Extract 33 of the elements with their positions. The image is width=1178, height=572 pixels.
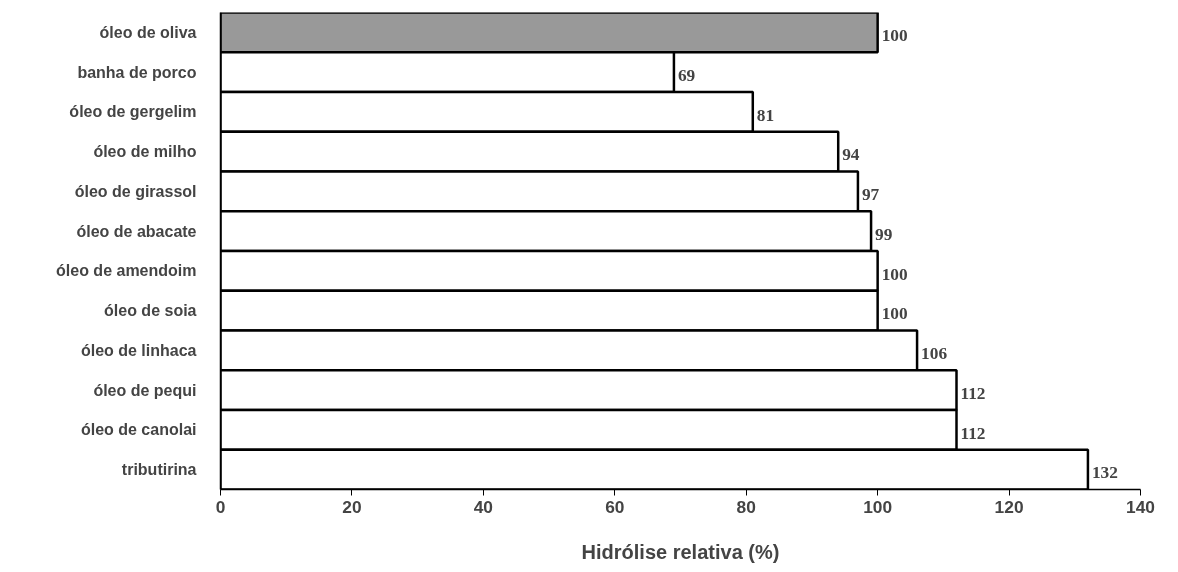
data-label: 69 [677,65,696,85]
data-label: 100 [881,26,908,46]
y-tick-label: óleo de pequi [93,381,197,399]
y-tick-label: óleo de amendoim [56,262,197,280]
x-tick-label: 80 [736,496,756,517]
x-tick-label: 140 [1126,496,1155,517]
x-tick-label: 20 [342,496,362,517]
y-tick-label: tributirina [121,461,197,479]
data-label: 100 [881,304,908,324]
data-label: 112 [960,383,986,403]
data-label: 99 [875,224,893,244]
x-tick-label: 40 [473,496,493,517]
x-tick-label: 100 [863,496,893,517]
y-tick-label: óleo de girassol [74,182,197,200]
data-label: 106 [921,344,948,364]
y-tick-label: óleo de abacate [76,222,197,240]
y-tick-label: óleo de linhaca [80,341,197,359]
x-tick-label: 60 [605,496,625,517]
data-label: 81 [756,105,775,125]
x-tick-label: 0 [215,496,226,517]
y-tick-label: banha de porco [77,63,197,81]
y-tick-label: óleo de soia [104,302,197,320]
x-axis-title: Hidrólise relativa (%) [581,540,780,563]
x-tick-label: 120 [994,496,1024,517]
y-tick-label: óleo de canolai [80,421,197,439]
data-label: 97 [861,185,880,205]
y-tick-label: óleo de oliva [99,23,197,41]
data-label: 100 [881,264,908,284]
data-label: 94 [842,145,860,165]
data-label: 132 [1091,463,1118,483]
data-label: 112 [960,423,986,443]
y-tick-label: óleo de milho [93,143,197,161]
y-tick-label: óleo de gergelim [69,103,197,121]
